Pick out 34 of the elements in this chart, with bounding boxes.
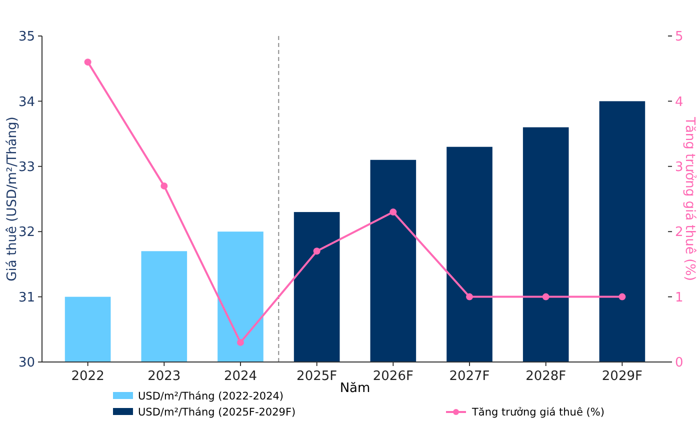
x-tick-label: 2024 <box>224 369 258 384</box>
y-axis-title: Giá thuê (USD/m²/Tháng) <box>5 116 20 282</box>
x-tick-label: 2027F <box>449 369 490 384</box>
point <box>618 293 626 300</box>
y-tick-label: 35 <box>18 30 35 45</box>
y2-tick-label: 3 <box>675 160 684 175</box>
y-tick-label: 33 <box>18 160 35 175</box>
point <box>390 208 397 216</box>
y-tick-label: 30 <box>18 356 35 371</box>
x-tick-label: 2023 <box>148 369 181 384</box>
point <box>542 293 550 300</box>
y2-tick-label: 5 <box>675 30 684 45</box>
legend-label: USD/m²/Tháng (2025F-2029F) <box>138 406 296 419</box>
x-tick-label: 2029F <box>602 369 642 384</box>
y2-tick-label: 0 <box>675 356 684 371</box>
y-tick-label: 31 <box>18 290 35 306</box>
point <box>84 58 92 66</box>
x-tick-label: 2026F <box>372 369 414 384</box>
point <box>236 338 244 346</box>
legend-label: USD/m²/Tháng (2022-2024) <box>138 390 284 403</box>
point <box>160 182 168 190</box>
y-tick-label: 32 <box>18 225 35 240</box>
point <box>313 248 320 255</box>
point <box>466 293 474 300</box>
y2-tick-label: 2 <box>675 225 684 240</box>
y-tick-label: 34 <box>18 94 35 110</box>
y2-tick-label: 1 <box>675 290 684 306</box>
x-tick-label: 2025F <box>296 369 338 384</box>
y2-axis-title: Tăng trưởng giá thuê (%) <box>682 116 697 281</box>
legend-label: Tăng trưởng giá thuê (%) <box>471 406 604 419</box>
x-tick-label: 2028F <box>526 369 566 384</box>
x-axis-title: Năm <box>340 381 370 396</box>
x-tick-label: 2022 <box>71 369 104 384</box>
y2-tick-label: 4 <box>675 94 684 110</box>
